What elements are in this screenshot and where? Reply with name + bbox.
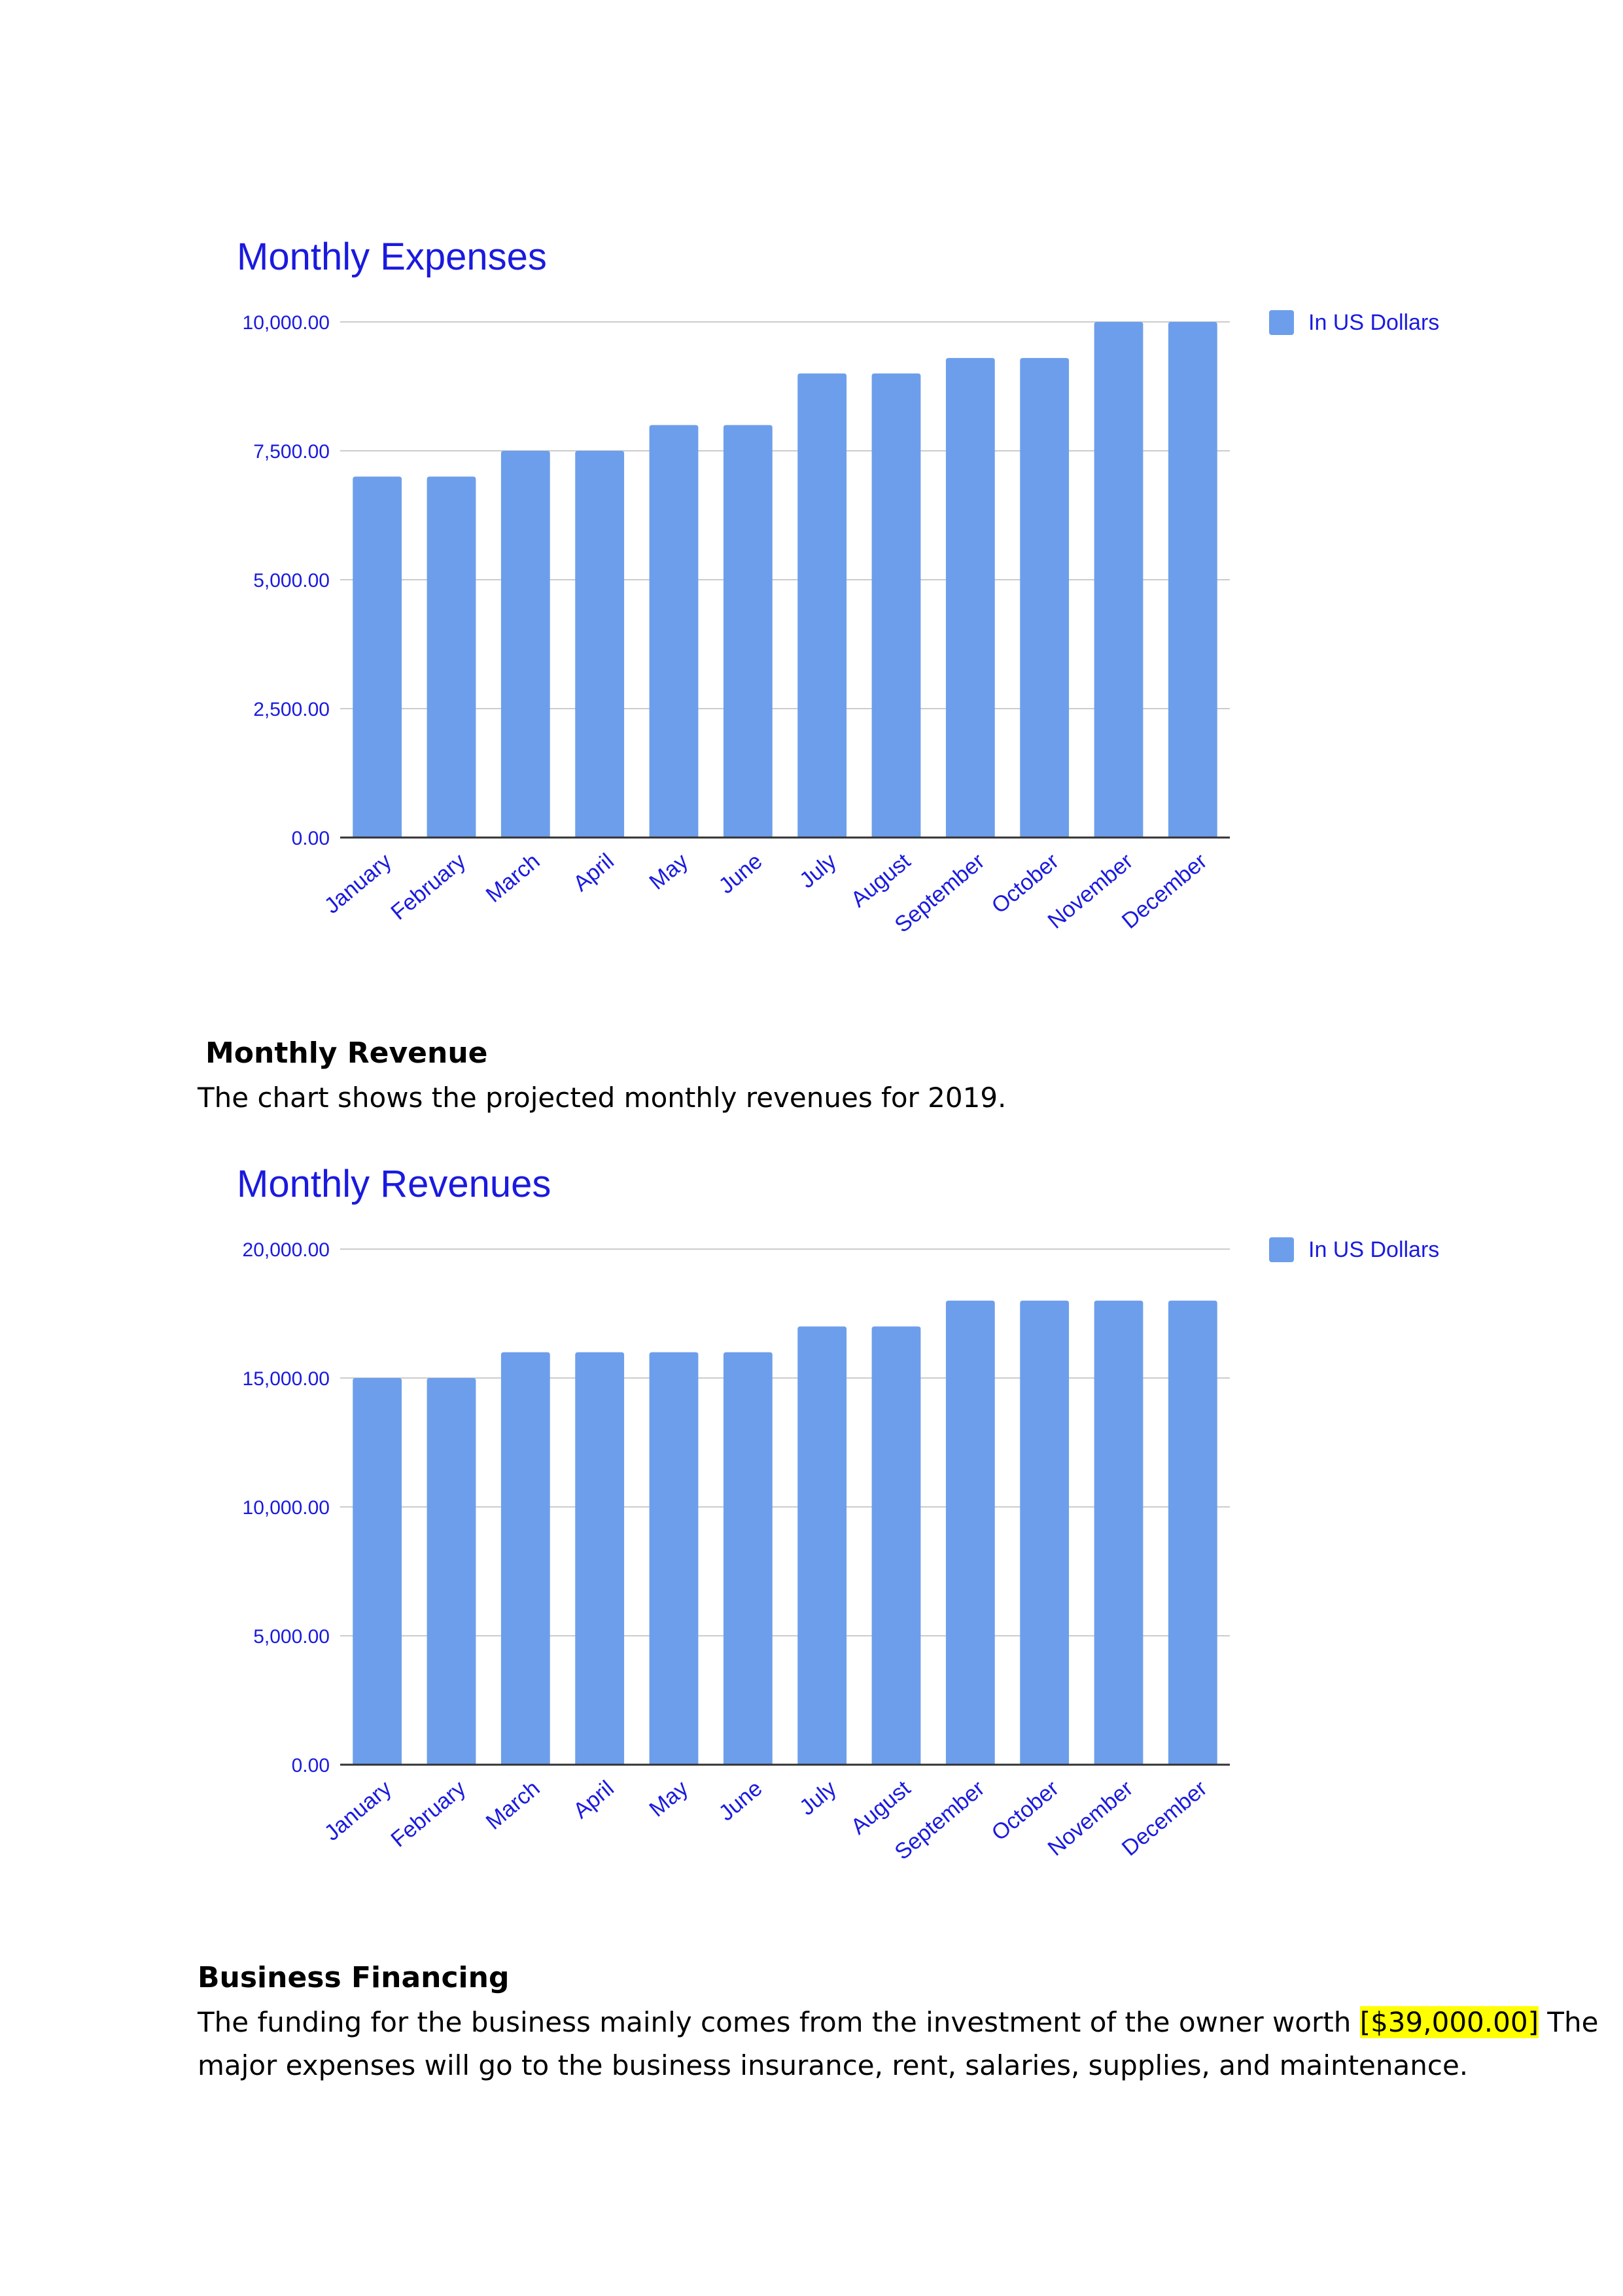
chart-title: Monthly Revenues: [237, 1163, 551, 1205]
x-tick-label: July: [795, 1776, 841, 1820]
x-tick-label: March: [481, 1776, 545, 1835]
bar: [1094, 322, 1143, 838]
y-tick-label: 0.00: [292, 1755, 330, 1776]
y-tick-label: 5,000.00: [253, 570, 330, 592]
bar: [575, 451, 625, 838]
legend-label: In US Dollars: [1308, 1237, 1439, 1262]
chart-title: Monthly Expenses: [237, 236, 547, 278]
x-tick-label: February: [386, 849, 470, 925]
bar: [1020, 358, 1070, 838]
bar: [797, 1326, 847, 1765]
bar: [723, 425, 773, 838]
x-tick-label: August: [846, 1776, 916, 1840]
bar: [945, 1300, 995, 1765]
bar: [427, 476, 476, 838]
bar: [649, 425, 699, 838]
x-tick-label: April: [568, 849, 619, 896]
y-tick-label: 10,000.00: [243, 312, 330, 334]
x-tick-label: January: [320, 1776, 396, 1846]
legend-label: In US Dollars: [1308, 310, 1439, 335]
revenue-heading: Monthly Revenue: [205, 1036, 488, 1070]
investment-amount: [$39,000.00]: [1359, 2006, 1539, 2038]
chart-svg: Monthly Expenses 0.00 2,500.00 5,000.00 7,50…: [237, 236, 1439, 938]
x-tick-label: March: [481, 849, 545, 908]
x-tick-label: May: [645, 1776, 693, 1822]
x-tick-label: February: [386, 1776, 470, 1852]
chart-svg: Monthly Revenues 0.00 5,000.00 10,000.00 15,…: [237, 1163, 1439, 1865]
y-tick-label: 0.00: [292, 828, 330, 849]
x-tick-label: August: [846, 849, 916, 913]
y-tick-label: 7,500.00: [253, 441, 330, 463]
bar: [1168, 1300, 1217, 1765]
y-tick-label: 15,000.00: [243, 1368, 330, 1390]
x-tick-label: May: [645, 849, 693, 894]
financing-text-end: The: [1538, 2006, 1599, 2038]
legend-swatch: [1269, 1237, 1294, 1262]
bar: [871, 1326, 921, 1765]
y-tick-label: 10,000.00: [243, 1497, 330, 1519]
bar: [353, 1378, 402, 1765]
y-tick-label: 2,500.00: [253, 699, 330, 720]
x-tick-label: July: [795, 849, 841, 893]
x-tick-label: April: [568, 1776, 619, 1824]
y-tick-label: 5,000.00: [253, 1626, 330, 1648]
financing-text-start: The funding for the business mainly come…: [198, 2006, 1360, 2038]
expenses-chart: Monthly Expenses 0.00 2,500.00 5,000.00 7,50…: [222, 222, 1478, 981]
bar: [1094, 1300, 1143, 1765]
bar: [1168, 322, 1217, 838]
bar: [500, 1352, 550, 1765]
bar: [353, 476, 402, 838]
financing-paragraph: The funding for the business mainly come…: [198, 2001, 1598, 2087]
financing-text-line2: major expenses will go to the business i…: [198, 2049, 1469, 2081]
bar: [500, 451, 550, 838]
x-tick-label: June: [714, 849, 767, 899]
legend-swatch: [1269, 310, 1294, 335]
y-tick-label: 20,000.00: [243, 1239, 330, 1261]
bar: [871, 373, 921, 838]
financing-heading: Business Financing: [198, 1961, 510, 1994]
bar: [1020, 1300, 1070, 1765]
bar: [649, 1352, 699, 1765]
bar: [427, 1378, 476, 1765]
bar: [797, 373, 847, 838]
bar: [723, 1352, 773, 1765]
revenues-chart: Monthly Revenues 0.00 5,000.00 10,000.00 15,…: [222, 1150, 1478, 1909]
x-tick-label: January: [320, 849, 396, 919]
revenue-intro: The chart shows the projected monthly re…: [198, 1082, 1007, 1114]
bar: [945, 358, 995, 838]
bar: [575, 1352, 625, 1765]
x-tick-label: June: [714, 1776, 767, 1826]
